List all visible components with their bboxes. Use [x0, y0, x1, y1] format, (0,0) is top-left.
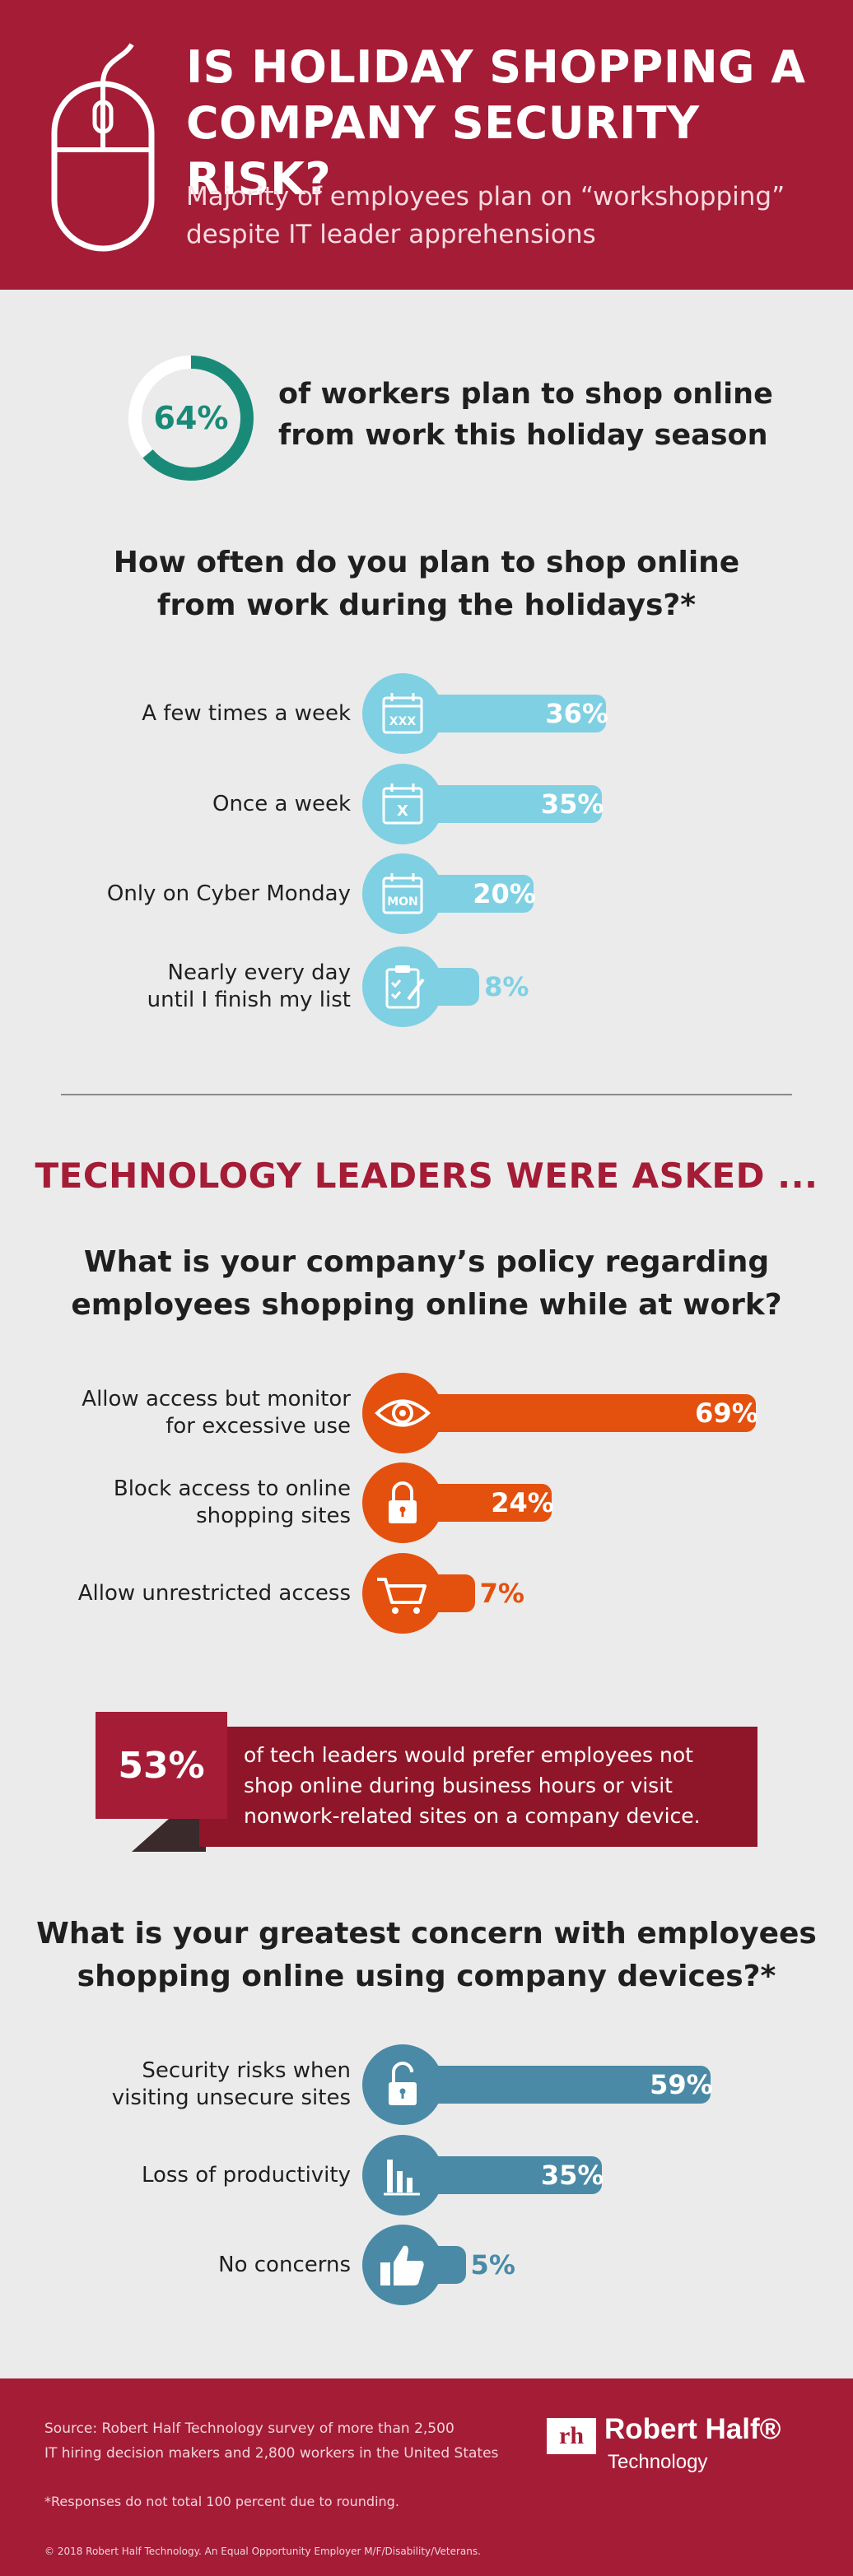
page-title: IS HOLIDAY SHOPPING A COMPANY SECURITY R… — [186, 40, 828, 207]
chart-bar — [402, 1394, 757, 1432]
intro-stat-line-1: of workers plan to shop online — [278, 378, 773, 411]
clipboard-icon — [362, 946, 443, 1027]
question-policy-line-2: employees shopping online while at work? — [71, 1288, 782, 1322]
intro-stat-text: of workers plan to shop online from work… — [278, 374, 805, 456]
question-frequency: How often do you plan to shop online fro… — [0, 542, 853, 627]
source-line-2: IT hiring decision makers and 2,800 work… — [44, 2445, 499, 2462]
question-frequency-line-1: How often do you plan to shop online — [113, 546, 740, 579]
chart-value-label: 35% — [540, 788, 604, 820]
chart-category-label: Allow unrestricted access — [77, 1580, 351, 1606]
source-line-1: Source: Robert Half Technology survey of… — [44, 2420, 454, 2437]
chart-value-label: 69% — [695, 1397, 758, 1429]
robert-half-logo-mark: rh — [547, 2418, 596, 2454]
calendar-x-icon: X — [362, 764, 443, 844]
chart-category-label: Loss of productivity — [141, 2162, 351, 2188]
chart-bar — [402, 2066, 711, 2104]
rounding-note: *Responses do not total 100 percent due … — [44, 2494, 399, 2509]
svg-text:X: X — [397, 802, 408, 820]
computer-mouse-icon — [51, 43, 155, 252]
question-concern: What is your greatest concern with emplo… — [0, 1913, 853, 1998]
thumbs-up-icon — [362, 2225, 443, 2305]
svg-text:MON: MON — [387, 895, 418, 909]
page-subtitle: Majority of employees plan on “workshopp… — [186, 178, 828, 253]
banner-ribbon — [199, 1727, 757, 1847]
question-policy-line-1: What is your company’s policy regarding — [83, 1245, 770, 1279]
banner-text: of tech leaders would prefer employees n… — [244, 1740, 754, 1831]
source-note: Source: Robert Half Technology survey of… — [44, 2416, 506, 2466]
chart-value-label: 36% — [545, 698, 608, 729]
chart-category-label: Nearly every day until I finish my list — [147, 960, 351, 1012]
title-line-2: COMPANY SECURITY RISK? — [186, 97, 700, 205]
svg-text:XXX: XXX — [389, 715, 417, 728]
title-line-1: IS HOLIDAY SHOPPING A — [186, 41, 806, 93]
banner-value: 53% — [96, 1712, 227, 1819]
percent-ring — [128, 356, 254, 481]
chart-category-label: No concerns — [218, 2252, 351, 2277]
chart-value-label: 35% — [540, 2160, 604, 2191]
chart-value-label: 24% — [491, 1487, 554, 1518]
calendar-mon-icon: MON — [362, 853, 443, 934]
robert-half-logo-name: Robert Half® — [604, 2413, 781, 2445]
section-divider — [61, 1094, 792, 1095]
question-concern-line-2: shopping online using company devices?* — [77, 1960, 776, 1993]
chart-category-label: Block access to online shopping sites — [113, 1476, 351, 1528]
chart-category-label: A few times a week — [142, 700, 351, 726]
technology-leaders-heading: TECHNOLOGY LEADERS WERE ASKED ... — [35, 1155, 818, 1196]
intro-stat-line-2: from work this holiday season — [278, 419, 768, 452]
chart-value-label: 5% — [470, 2249, 515, 2281]
subtitle-line-2: despite IT leader apprehensions — [186, 220, 596, 249]
header-band — [0, 0, 853, 290]
chart-category-label: Security risks when visiting unsecure sit… — [111, 2058, 351, 2110]
percent-ring-arc — [128, 356, 254, 481]
robert-half-logo-sub: Technology — [608, 2451, 708, 2473]
question-frequency-line-2: from work during the holidays?* — [156, 588, 697, 622]
intro-stat-value: 64% — [153, 400, 229, 436]
banner-line-1: of tech leaders would prefer employees n… — [244, 1743, 693, 1767]
calendar-xxx-icon: XXX — [362, 673, 443, 754]
padlock-icon — [362, 1462, 443, 1543]
chart-value-label: 59% — [650, 2069, 713, 2100]
bar-chart-icon — [362, 2135, 443, 2216]
banner-line-3: nonwork-related sites on a company devic… — [244, 1804, 701, 1828]
banner-line-2: shop online during business hours or vis… — [244, 1774, 673, 1797]
subtitle-line-1: Majority of employees plan on “workshopp… — [186, 182, 785, 212]
chart-category-label: Only on Cyber Monday — [106, 881, 351, 906]
eye-icon — [362, 1373, 443, 1453]
chart-value-label: 8% — [484, 971, 529, 1002]
chart-category-label: Once a week — [212, 791, 351, 816]
chart-value-label: 20% — [473, 878, 536, 909]
chart-category-label: Allow access but monitor for excessive us… — [82, 1387, 351, 1439]
open-padlock-icon — [362, 2044, 443, 2125]
copyright: © 2018 Robert Half Technology. An Equal … — [44, 2546, 481, 2557]
question-policy: What is your company’s policy regarding … — [0, 1241, 853, 1327]
chart-value-label: 7% — [479, 1578, 524, 1609]
shopping-cart-icon — [362, 1553, 443, 1634]
footer-band — [0, 2378, 853, 2576]
question-concern-line-1: What is your greatest concern with emplo… — [36, 1917, 817, 1951]
